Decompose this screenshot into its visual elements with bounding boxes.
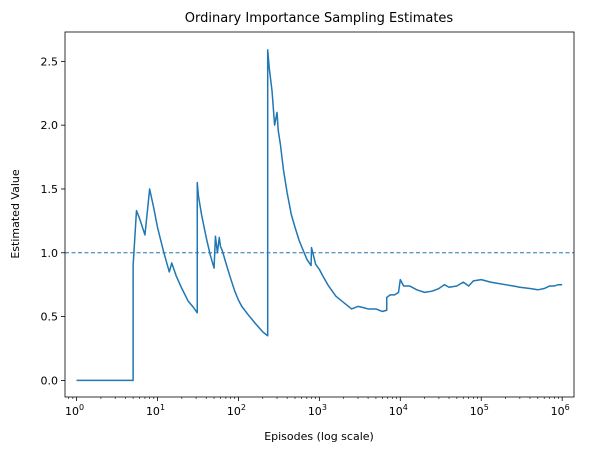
x-tick-label: 104 <box>389 403 408 418</box>
x-tick-label: 100 <box>65 403 84 418</box>
y-tick-label: 0.0 <box>41 374 59 387</box>
x-tick-label: 101 <box>146 403 165 418</box>
x-axis-label: Episodes (log scale) <box>264 430 374 443</box>
x-tick-label: 105 <box>470 403 489 418</box>
chart-title: Ordinary Importance Sampling Estimates <box>185 11 454 26</box>
y-tick-label: 2.0 <box>41 119 59 132</box>
y-tick-label: 0.5 <box>41 311 59 324</box>
series-line-0 <box>76 49 563 382</box>
x-tick-label: 102 <box>227 403 246 418</box>
plot-area <box>65 49 574 382</box>
x-tick-label: 103 <box>308 403 327 418</box>
y-tick-label: 1.5 <box>41 183 59 196</box>
y-axis: 0.0 0.5 1.0 1.5 2.0 2.5 <box>41 55 65 387</box>
x-axis: 100 101 102 103 104 105 106 <box>65 397 570 418</box>
y-tick-label: 2.5 <box>41 55 59 68</box>
y-tick-label: 1.0 <box>41 247 59 260</box>
plot-frame <box>64 31 575 398</box>
y-axis-label: Estimated Value <box>9 169 22 259</box>
x-tick-label: 106 <box>551 403 570 418</box>
